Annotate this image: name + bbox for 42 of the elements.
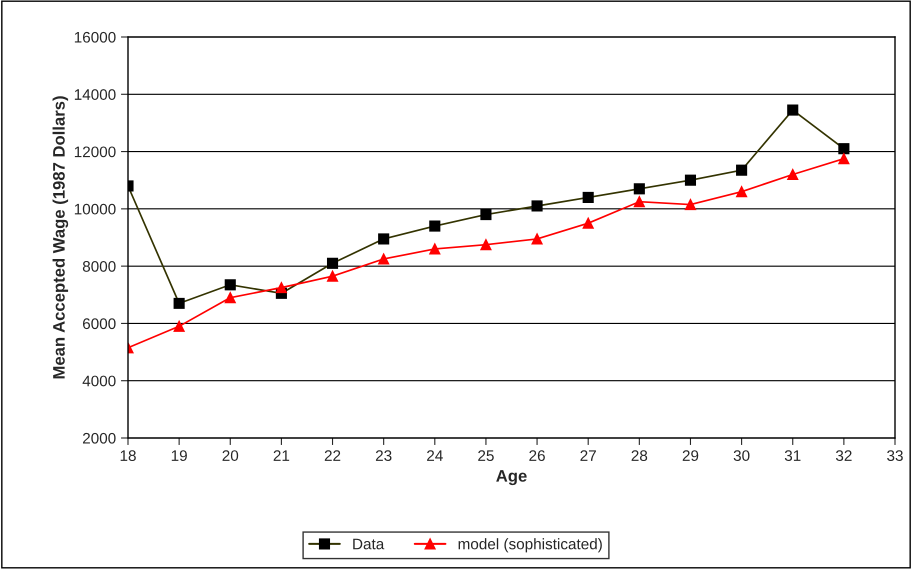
x-tick-label: 23 <box>376 450 392 462</box>
x-tick-label: 30 <box>734 450 750 462</box>
point <box>684 199 696 210</box>
y-tick-label: 6000 <box>82 318 116 330</box>
x-tick-label: 27 <box>580 450 596 461</box>
y-tick-label: 4000 <box>82 376 116 386</box>
y-tick-label: 16000 <box>74 32 116 43</box>
point <box>276 282 287 294</box>
x-tick-label: 24 <box>427 450 443 461</box>
x-tick-label: 18 <box>120 450 136 462</box>
point <box>378 253 390 265</box>
x-tick-label: 21 <box>274 450 290 461</box>
point <box>224 292 236 304</box>
point <box>429 243 440 255</box>
point <box>174 320 185 332</box>
y-tick-label: 14000 <box>74 89 116 100</box>
point <box>838 153 850 164</box>
point <box>736 186 748 198</box>
x-tick-label: 19 <box>172 450 187 462</box>
x-tick-label: 25 <box>478 450 494 462</box>
x-tick-label: 32 <box>836 450 852 462</box>
point <box>787 168 798 180</box>
y-axis-title: Mean Accepted Wage (1987 Dollars) <box>52 96 68 378</box>
x-tick-label: 22 <box>324 450 340 461</box>
point <box>326 270 338 282</box>
y-tick-label: 12000 <box>74 146 116 158</box>
point <box>532 233 543 244</box>
x-tick-label: 33 <box>887 450 903 462</box>
y-tick-label: 2000 <box>82 432 116 444</box>
x-tick-label: 20 <box>222 450 238 462</box>
x-tick-label: 28 <box>632 450 648 462</box>
y-tick-label: 10000 <box>74 204 116 215</box>
x-tick-label: 29 <box>682 450 698 462</box>
legend-label: Data <box>353 538 384 550</box>
x-tick-label: 31 <box>784 450 800 462</box>
point <box>480 239 492 250</box>
x-tick-label: 26 <box>529 450 545 462</box>
legend-label: model (sophisticated) <box>458 538 602 552</box>
x-axis-title: Age <box>496 470 527 486</box>
y-tick-label: 8000 <box>82 261 116 272</box>
point <box>582 218 594 229</box>
point <box>634 196 645 208</box>
